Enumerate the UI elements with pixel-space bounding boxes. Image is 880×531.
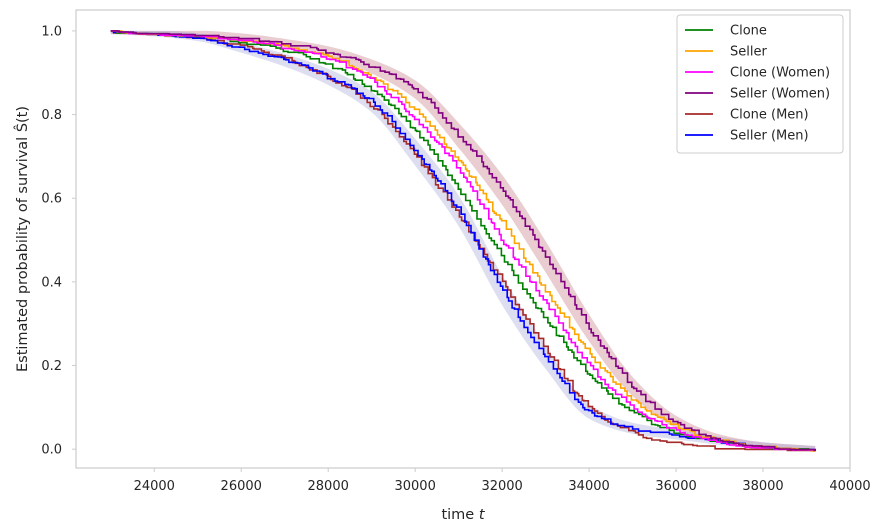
y-tick-label: 0.4 — [41, 275, 62, 290]
series-line — [110, 30, 816, 452]
legend-box — [676, 14, 844, 154]
x-axis-title: time t — [441, 507, 485, 523]
x-tick-label: 32000 — [481, 479, 522, 494]
legend: Clone Seller Clone (Women) Seller (Women) Cl… — [676, 14, 844, 154]
y-tick-label: 1.0 — [41, 24, 62, 39]
y-axis-ticks: 0.0 0.2 0.4 0.6 0.8 1.0 — [41, 24, 76, 458]
x-tick-label: 30000 — [394, 479, 435, 494]
y-tick-label: 0.6 — [41, 192, 62, 207]
legend-label: Clone (Women) — [730, 66, 830, 81]
x-tick-label: 24000 — [134, 479, 175, 494]
x-tick-label: 38000 — [742, 479, 783, 494]
series-lines — [110, 30, 816, 452]
x-axis-ticks: 24000 26000 28000 30000 32000 34000 36000 38000… — [134, 468, 871, 494]
series-line — [110, 30, 816, 452]
x-tick-label: 36000 — [655, 479, 696, 494]
series-line — [110, 30, 816, 452]
legend-items: Clone Seller Clone (Women) Seller (Women) Cl… — [685, 24, 830, 144]
y-axis-title: Estimated probability of survival Ŝ(t) — [13, 106, 31, 372]
y-tick-label: 0.0 — [41, 443, 62, 458]
series-line — [110, 30, 816, 451]
legend-label: Seller (Women) — [730, 87, 830, 102]
legend-label: Seller (Men) — [730, 129, 809, 144]
y-tick-label: 0.8 — [41, 108, 62, 123]
x-tick-label: 26000 — [221, 479, 262, 494]
legend-label: Seller — [730, 45, 767, 60]
x-tick-label: 34000 — [568, 479, 609, 494]
x-tick-label: 28000 — [308, 479, 349, 494]
legend-label: Clone — [730, 24, 767, 39]
y-tick-label: 0.2 — [41, 359, 62, 374]
legend-label: Clone (Men) — [730, 108, 809, 123]
x-tick-label: 40000 — [829, 479, 870, 494]
plot-frame — [75, 9, 851, 469]
